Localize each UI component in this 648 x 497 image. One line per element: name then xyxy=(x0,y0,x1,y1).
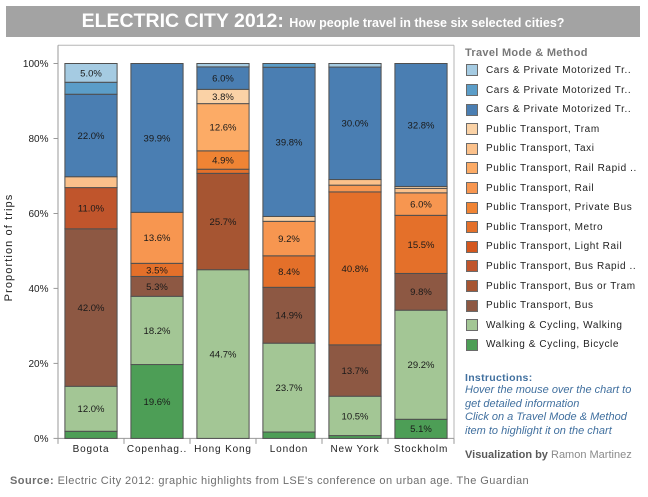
svg-text:Copenhag..: Copenhag.. xyxy=(127,444,187,455)
svg-text:13.7%: 13.7% xyxy=(342,366,369,377)
svg-text:6.0%: 6.0% xyxy=(212,74,234,85)
svg-text:25.7%: 25.7% xyxy=(210,217,237,228)
svg-text:12.0%: 12.0% xyxy=(78,404,105,415)
svg-text:Proportion of trips: Proportion of trips xyxy=(3,194,15,302)
svg-text:39.9%: 39.9% xyxy=(144,133,171,144)
svg-text:4.9%: 4.9% xyxy=(212,155,234,166)
svg-text:10.5%: 10.5% xyxy=(342,411,369,422)
svg-text:20%: 20% xyxy=(28,359,48,370)
svg-text:5.3%: 5.3% xyxy=(146,282,168,293)
svg-text:18.2%: 18.2% xyxy=(144,326,171,337)
svg-text:40%: 40% xyxy=(28,284,48,295)
svg-text:0%: 0% xyxy=(34,434,49,445)
svg-text:Bogota: Bogota xyxy=(73,444,110,455)
svg-text:32.8%: 32.8% xyxy=(408,120,435,131)
svg-text:19.6%: 19.6% xyxy=(144,397,171,408)
svg-text:30.0%: 30.0% xyxy=(342,119,369,130)
svg-text:39.8%: 39.8% xyxy=(276,137,303,148)
svg-text:3.5%: 3.5% xyxy=(146,265,168,276)
svg-text:80%: 80% xyxy=(28,134,48,145)
svg-text:44.7%: 44.7% xyxy=(210,349,237,360)
svg-text:8.4%: 8.4% xyxy=(278,267,300,278)
svg-text:15.5%: 15.5% xyxy=(408,240,435,251)
svg-text:9.2%: 9.2% xyxy=(278,234,300,245)
svg-text:42.0%: 42.0% xyxy=(78,303,105,314)
svg-text:14.9%: 14.9% xyxy=(276,311,303,322)
svg-text:3.8%: 3.8% xyxy=(212,92,234,103)
svg-text:Stockholm: Stockholm xyxy=(394,444,448,455)
svg-text:Hong Kong: Hong Kong xyxy=(194,444,252,455)
svg-text:12.6%: 12.6% xyxy=(210,123,237,134)
svg-text:100%: 100% xyxy=(23,59,49,70)
svg-text:6.0%: 6.0% xyxy=(410,199,432,210)
svg-text:22.0%: 22.0% xyxy=(78,131,105,142)
svg-text:New York: New York xyxy=(330,444,379,455)
svg-text:11.0%: 11.0% xyxy=(78,204,105,215)
svg-text:London: London xyxy=(270,444,308,455)
svg-text:13.6%: 13.6% xyxy=(144,233,171,244)
svg-text:9.8%: 9.8% xyxy=(410,287,432,298)
svg-text:40.8%: 40.8% xyxy=(342,264,369,275)
svg-text:29.2%: 29.2% xyxy=(408,360,435,371)
svg-text:5.0%: 5.0% xyxy=(80,68,102,79)
svg-text:60%: 60% xyxy=(28,209,48,220)
svg-text:23.7%: 23.7% xyxy=(276,383,303,394)
svg-text:5.1%: 5.1% xyxy=(410,424,432,435)
